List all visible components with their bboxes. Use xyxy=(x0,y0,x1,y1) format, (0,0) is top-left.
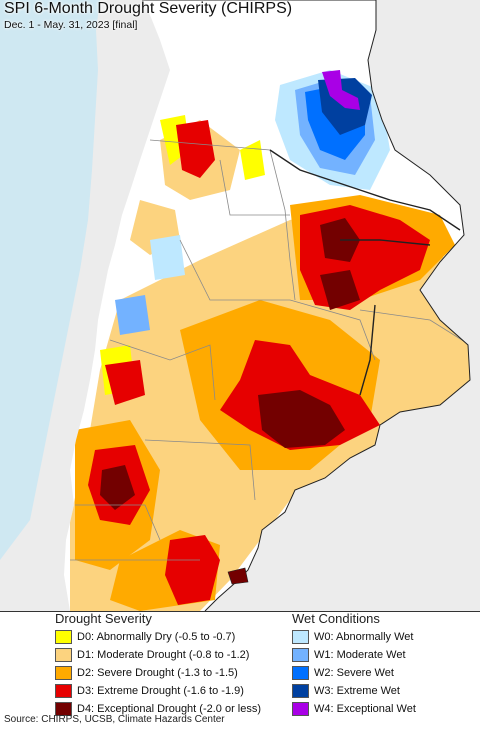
swatch-w4 xyxy=(292,702,309,716)
drought-legend: Drought Severity D0: Abnormally Dry (-0.… xyxy=(55,611,290,716)
d4-region-c xyxy=(258,390,345,448)
w4-region xyxy=(322,70,360,110)
legend-label-d0: D0: Abnormally Dry (-0.5 to -0.7) xyxy=(77,631,236,643)
legend-item-d2: D2: Severe Drought (-1.3 to -1.5) xyxy=(55,664,290,682)
island xyxy=(227,567,249,585)
legend-item-d3: D3: Extreme Drought (-1.6 to -1.9) xyxy=(55,682,290,700)
swatch-d4 xyxy=(55,702,72,716)
d0-region-b xyxy=(240,140,265,180)
swatch-w3 xyxy=(292,684,309,698)
legend-item-w0: W0: Abnormally Wet xyxy=(292,628,477,646)
swatch-d2 xyxy=(55,666,72,680)
legend-item-d0: D0: Abnormally Dry (-0.5 to -0.7) xyxy=(55,628,290,646)
legend-item-d1: D1: Moderate Drought (-0.8 to -1.2) xyxy=(55,646,290,664)
legend-item-d4: D4: Exceptional Drought (-2.0 or less) xyxy=(55,700,290,718)
map-title: SPI 6-Month Drought Severity (CHIRPS) xyxy=(4,0,293,17)
d3-region-s xyxy=(165,535,220,605)
drought-map xyxy=(0,0,480,612)
legend-label-w4: W4: Exceptional Wet xyxy=(314,703,416,715)
legend-label-d1: D1: Moderate Drought (-0.8 to -1.2) xyxy=(77,649,250,661)
legend-label-d2: D2: Severe Drought (-1.3 to -1.5) xyxy=(77,667,238,679)
domain-outline xyxy=(142,0,471,611)
d3-region-n xyxy=(176,120,215,178)
legend-label-w0: W0: Abnormally Wet xyxy=(314,631,414,643)
w0-region-w xyxy=(150,235,185,280)
analysis-domain xyxy=(64,0,470,611)
legend-item-w2: W2: Severe Wet xyxy=(292,664,477,682)
swatch-d3 xyxy=(55,684,72,698)
swatch-d1 xyxy=(55,648,72,662)
legend-item-w3: W3: Extreme Wet xyxy=(292,682,477,700)
legend-label-w1: W1: Moderate Wet xyxy=(314,649,406,661)
source-credit: Source: CHIRPS, UCSB, Climate Hazards Ce… xyxy=(4,714,225,725)
drought-legend-title: Drought Severity xyxy=(55,611,152,626)
map-subtitle: Dec. 1 - May. 31, 2023 [final] xyxy=(4,19,138,31)
legend-item-w1: W1: Moderate Wet xyxy=(292,646,477,664)
swatch-d0 xyxy=(55,630,72,644)
legend-label-d4: D4: Exceptional Drought (-2.0 or less) xyxy=(77,703,262,715)
country-borders xyxy=(269,149,461,396)
legend-item-w4: W4: Exceptional Wet xyxy=(292,700,477,718)
province-borders xyxy=(70,139,470,561)
wet-legend: Wet Conditions W0: Abnormally Wet W1: Mo… xyxy=(292,611,477,716)
d4-region-ne2 xyxy=(320,270,360,310)
swatch-w1 xyxy=(292,648,309,662)
legend-label-d3: D3: Extreme Drought (-1.6 to -1.9) xyxy=(77,685,244,697)
w1-region-w xyxy=(115,295,150,335)
d4-region-w xyxy=(100,465,135,510)
swatch-w0 xyxy=(292,630,309,644)
wet-legend-title: Wet Conditions xyxy=(292,611,380,626)
legend-label-w2: W2: Severe Wet xyxy=(314,667,394,679)
map-canvas xyxy=(0,0,480,611)
d3-region-mid xyxy=(105,360,145,405)
legend-label-w3: W3: Extreme Wet xyxy=(314,685,400,697)
swatch-w2 xyxy=(292,666,309,680)
